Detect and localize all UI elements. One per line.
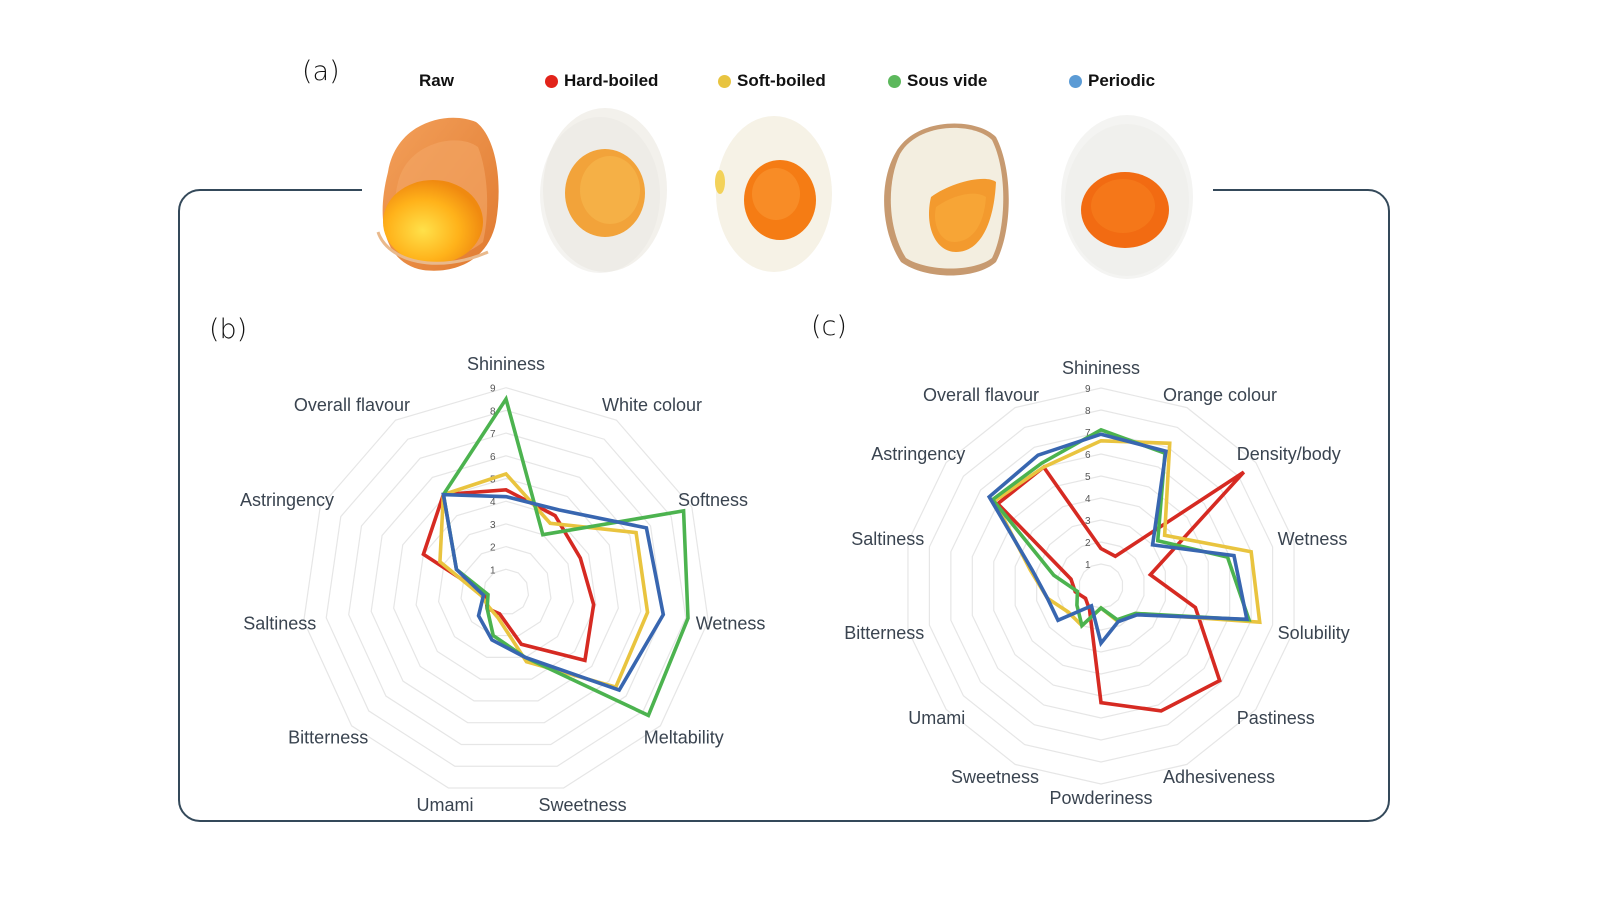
tick-label: 3: [490, 520, 496, 531]
panel-label-c: (c): [811, 311, 847, 342]
tick-label: 2: [1085, 538, 1091, 549]
legend-dot-icon: [1069, 74, 1082, 88]
axis-label-pastiness: Pastiness: [1237, 708, 1315, 728]
axis-label-umami: Umami: [416, 795, 473, 815]
legend-label: Sous vide: [907, 71, 988, 90]
legend-item-soft-boiled: Soft-boiled: [718, 71, 826, 91]
axis-label-softness: Softness: [678, 490, 748, 510]
grid-ring: [415, 500, 597, 680]
soft-boiled-egg-image: [715, 116, 832, 272]
legend-item-raw: Raw: [419, 71, 454, 91]
tick-label: 7: [1085, 428, 1091, 439]
tick-label: 1: [490, 565, 496, 576]
tick-label: 8: [1085, 406, 1091, 417]
legend-label: Hard-boiled: [564, 71, 659, 90]
legend-item-hard-boiled: Hard-boiled: [545, 71, 658, 91]
grid-ring: [993, 475, 1209, 697]
tick-label: 4: [1085, 494, 1091, 505]
tick-label: 8: [490, 406, 496, 417]
axis-label-shininess: Shininess: [467, 354, 545, 374]
axis-label-orange-colour: Orange colour: [1163, 385, 1277, 405]
grid-ring: [482, 568, 530, 615]
tick-label: 7: [490, 429, 496, 440]
tick-label: 5: [1085, 472, 1091, 483]
axis-label-umami: Umami: [908, 708, 965, 728]
axis-label-wetness: Wetness: [696, 614, 766, 634]
tick-label: 4: [490, 497, 496, 508]
axis-label-meltability: Meltability: [644, 727, 724, 747]
raw-egg-image: [376, 117, 499, 271]
axis-label-solubility: Solubility: [1278, 623, 1350, 643]
grid-ring: [370, 455, 642, 724]
tick-label: 3: [1085, 516, 1091, 527]
panel-label-b: (b): [209, 314, 248, 345]
axis-label-overall-flavour: Overall flavour: [923, 385, 1039, 405]
grid-ring: [437, 523, 575, 658]
grid-ring: [325, 409, 687, 767]
axis-label-powderiness: Powderiness: [1049, 788, 1152, 808]
legend-label: Raw: [419, 71, 454, 90]
grid-ring: [971, 453, 1231, 719]
grid-ring: [950, 431, 1252, 741]
grid-ring: [1057, 541, 1145, 631]
axis-label-astringency: Astringency: [871, 444, 965, 464]
legend-label: Periodic: [1088, 71, 1156, 90]
grid-ring: [1036, 519, 1166, 653]
legend-dot-icon: [718, 74, 731, 88]
periodic-egg-image: [1061, 115, 1193, 279]
grid-ring: [460, 545, 552, 637]
grid-ring: [928, 409, 1274, 763]
axis-label-saltiness: Saltiness: [243, 614, 316, 634]
axis-label-sweetness: Sweetness: [951, 767, 1039, 787]
series-hard-boiled: [421, 488, 596, 663]
series-hard-boiled: [995, 464, 1246, 713]
tick-label: 9: [1085, 384, 1091, 395]
legend-dot-icon: [888, 74, 901, 88]
series-periodic: [441, 492, 666, 693]
tick-label: 2: [490, 543, 496, 554]
axis-label-white-colour: White colour: [602, 395, 702, 415]
series-soft-boiled: [438, 471, 650, 690]
grid-ring: [907, 387, 1295, 785]
legend-item-sous-vide: Sous vide: [888, 71, 987, 91]
radar-chart-c: 1 2 3 4 5 6 7 8 9 Shininess Orange colour Density/b…: [844, 358, 1349, 808]
tick-label: 6: [490, 452, 496, 463]
axis-label-saltiness: Saltiness: [851, 529, 924, 549]
axis-label-adhesiveness: Adhesiveness: [1163, 767, 1275, 787]
tick-label: 1: [1085, 560, 1091, 571]
sous-vide-egg-image: [884, 123, 1009, 276]
legend-item-periodic: Periodic: [1069, 71, 1155, 91]
axis-label-astringency: Astringency: [240, 490, 334, 510]
grid-ring: [303, 387, 709, 789]
grid-ring: [393, 477, 619, 702]
axis-label-density-body: Density/body: [1237, 444, 1341, 464]
axis-label-bitterness: Bitterness: [288, 727, 368, 747]
tick-label: 9: [490, 384, 496, 395]
axis-label-bitterness: Bitterness: [844, 623, 924, 643]
axis-label-sweetness: Sweetness: [539, 795, 627, 815]
grid-ring: [348, 432, 664, 746]
legend-label: Soft-boiled: [737, 71, 826, 90]
axis-label-shininess: Shininess: [1062, 358, 1140, 378]
hard-boiled-egg-image: [540, 108, 667, 273]
axis-label-wetness: Wetness: [1278, 529, 1348, 549]
axis-label-overall-flavour: Overall flavour: [294, 395, 410, 415]
tick-label: 6: [1085, 450, 1091, 461]
legend-dot-icon: [545, 74, 558, 88]
panel-label-a: (a): [302, 56, 340, 87]
